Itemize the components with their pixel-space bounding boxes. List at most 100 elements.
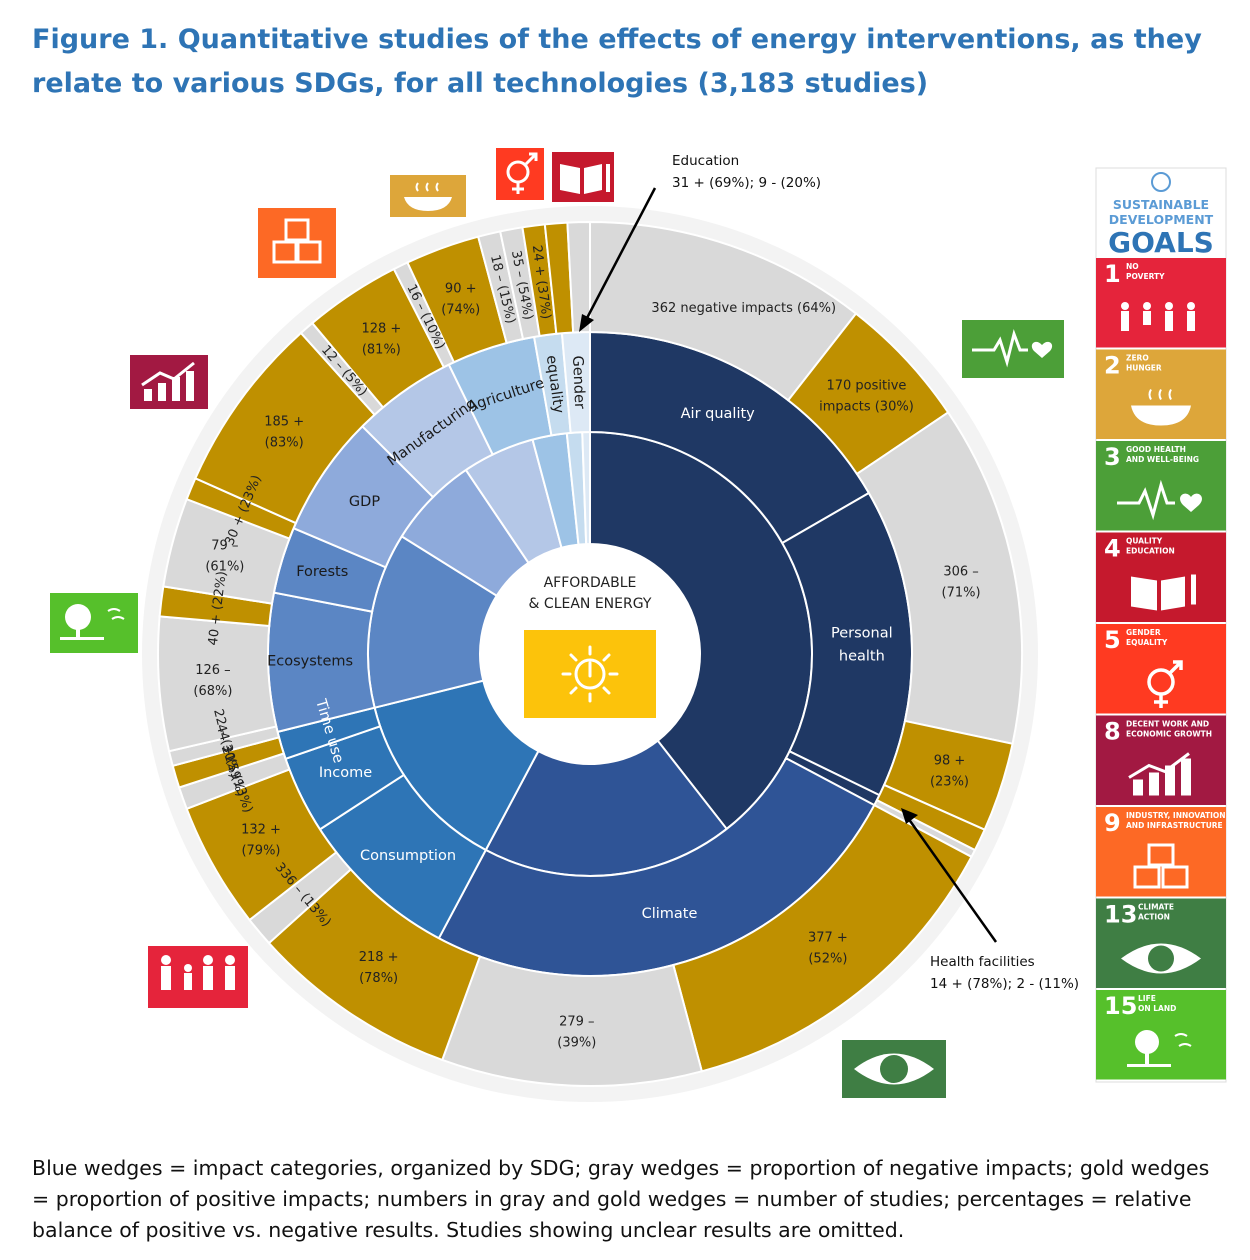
sdg-tile-number: 5 (1104, 626, 1121, 654)
bowl-icon (1131, 388, 1191, 426)
category-label-gender: Gender (569, 355, 587, 409)
sdg-tile-name-line1: ZERO (1126, 354, 1149, 363)
cubes-icon (272, 218, 322, 264)
sdg13-badge (842, 1040, 946, 1098)
sdg-tile-bg (1096, 715, 1226, 805)
outcome-label-20: 128 + (361, 321, 401, 336)
category-ring (267, 330, 913, 977)
growth-chart-icon (141, 361, 195, 401)
outcome-label-14: 126 – (195, 663, 230, 678)
sdg-tile-name-line2: AND INFRASTRUCTURE (1126, 821, 1223, 830)
tree-icon (60, 604, 125, 640)
category-label-climate: Climate (642, 906, 698, 922)
sdg-tile-name-line2: ECONOMIC GROWTH (1126, 730, 1212, 739)
outcome-label-1: 170 positive (826, 379, 906, 394)
outcome-label-7-line2: (39%) (557, 1035, 596, 1050)
eye-globe-icon (1121, 943, 1201, 974)
sdg-tile-name-line2: EQUALITY (1126, 638, 1168, 647)
sdg-tile-name-line1: INDUSTRY, INNOVATION (1126, 811, 1226, 820)
un-emblem-icon (1151, 172, 1171, 192)
book-icon (1131, 574, 1196, 611)
heartbeat-icon (1117, 479, 1202, 521)
book-icon (560, 164, 610, 194)
sdg-tile-name-line2: ON LAND (1138, 1004, 1176, 1013)
category-label-air-quality: Air quality (681, 406, 756, 422)
outcome-label-10: 132 + (241, 823, 281, 838)
health-facilities-arrow (906, 817, 998, 943)
sdg-header-line1: SUSTAINABLE (1113, 197, 1209, 212)
category-label-ecosystems: Ecosystems (267, 653, 353, 669)
education-callout-title: Education (672, 153, 739, 169)
outcome-label-16: 79 – (211, 539, 238, 554)
family-icon (161, 955, 235, 990)
outcome-label-2: 306 – (943, 564, 978, 579)
gender-icon (1147, 660, 1183, 708)
outcome-label-14-line2: (68%) (193, 684, 232, 699)
sdg-tile-number: 13 (1104, 901, 1137, 929)
education-arrow (584, 187, 657, 321)
sdg-tile-name-line1: LIFE (1138, 994, 1156, 1003)
sdg-legend-panel: SUSTAINABLE DEVELOPMENT GOALS 1 NOPOVERTY… (1095, 167, 1227, 1083)
education-callout: Education 31 + (69%); 9 - (20%) (579, 153, 821, 332)
sdg-tile-number: 15 (1104, 992, 1137, 1020)
sdg-tile-number: 3 (1104, 443, 1121, 471)
outcome-label-8: 218 + (359, 950, 399, 965)
outcome-label-1-line2: impacts (30%) (819, 400, 914, 415)
outcome-label-22-line2: (74%) (441, 302, 480, 317)
center-label-line2: & CLEAN ENERGY (529, 596, 652, 612)
outcome-label-2-line2: (71%) (942, 585, 981, 600)
sdg1-badge (148, 946, 248, 1008)
sdg-tile-bg (1096, 258, 1226, 348)
outcome-label-16-line2: (61%) (205, 560, 244, 575)
category-label-consumption: Consumption (360, 848, 456, 864)
figure-caption: Blue wedges = impact categories, organiz… (32, 1156, 1210, 1242)
sun-power-icon (524, 630, 656, 718)
figure-title: Figure 1. Quantitative studies of the ef… (32, 24, 1202, 99)
sunburst-chart: Air quality Personal health Climate Consumpt… (50, 148, 1227, 1102)
family-icon (1121, 302, 1195, 331)
sdg-tile-name-line1: GOOD HEALTH (1126, 445, 1186, 454)
sdg-tile-number: 1 (1104, 260, 1121, 288)
sdg-tile-name-line2: EDUCATION (1126, 547, 1175, 556)
tree-icon (1127, 1030, 1192, 1067)
health-facilities-title: Health facilities (930, 954, 1035, 970)
growth-chart-icon (1128, 752, 1191, 796)
category-label-personal-line2: health (839, 649, 885, 665)
health-facilities-arrow-head (901, 808, 918, 824)
outcome-label-6: 377 + (808, 930, 848, 945)
sdg-tile-name-line2: AND WELL-BEING (1126, 455, 1199, 464)
education-callout-values: 31 + (69%); 9 - (20%) (672, 175, 821, 191)
outcome-label-22: 90 + (445, 281, 477, 296)
health-facilities-callout: Health facilities 14 + (78%); 2 - (11%) (901, 808, 1079, 992)
cubes-icon (1133, 843, 1189, 889)
outcome-label-20-line2: (81%) (362, 342, 401, 357)
outcome-label-0: 362 negative impacts (64%) (651, 301, 836, 316)
sdg-tile-number: 9 (1104, 809, 1121, 837)
category-label-gdp: GDP (349, 494, 380, 510)
outcome-label-18: 185 + (264, 414, 304, 429)
category-label-personal: Personal (831, 626, 893, 642)
outcome-label-8-line2: (78%) (359, 971, 398, 986)
outcome-label-10-line2: (79%) (241, 844, 280, 859)
category-label-equality: equality (543, 354, 567, 415)
sdg4-badge (552, 152, 614, 202)
sdg-tile-name-line2: POVERTY (1126, 272, 1165, 281)
outcome-label-6-line2: (52%) (808, 951, 847, 966)
sdg-tile-number: 8 (1104, 718, 1121, 746)
sdg-tile-name-line1: DECENT WORK AND (1126, 720, 1209, 729)
category-label-income: Income (319, 765, 372, 781)
outcome-label-3: 98 + (934, 753, 966, 768)
sdg-tile-number: 2 (1104, 352, 1121, 380)
bowl-icon (404, 182, 452, 211)
sdg-tile-name-line1: QUALITY (1126, 537, 1163, 546)
sdg-tile-bg (1096, 807, 1226, 897)
sdg-badges (50, 148, 1064, 1098)
sdg-tile-name-line1: GENDER (1126, 628, 1161, 637)
sdg-tile-name-line1: CLIMATE (1138, 903, 1174, 912)
heartbeat-icon (972, 328, 1028, 368)
